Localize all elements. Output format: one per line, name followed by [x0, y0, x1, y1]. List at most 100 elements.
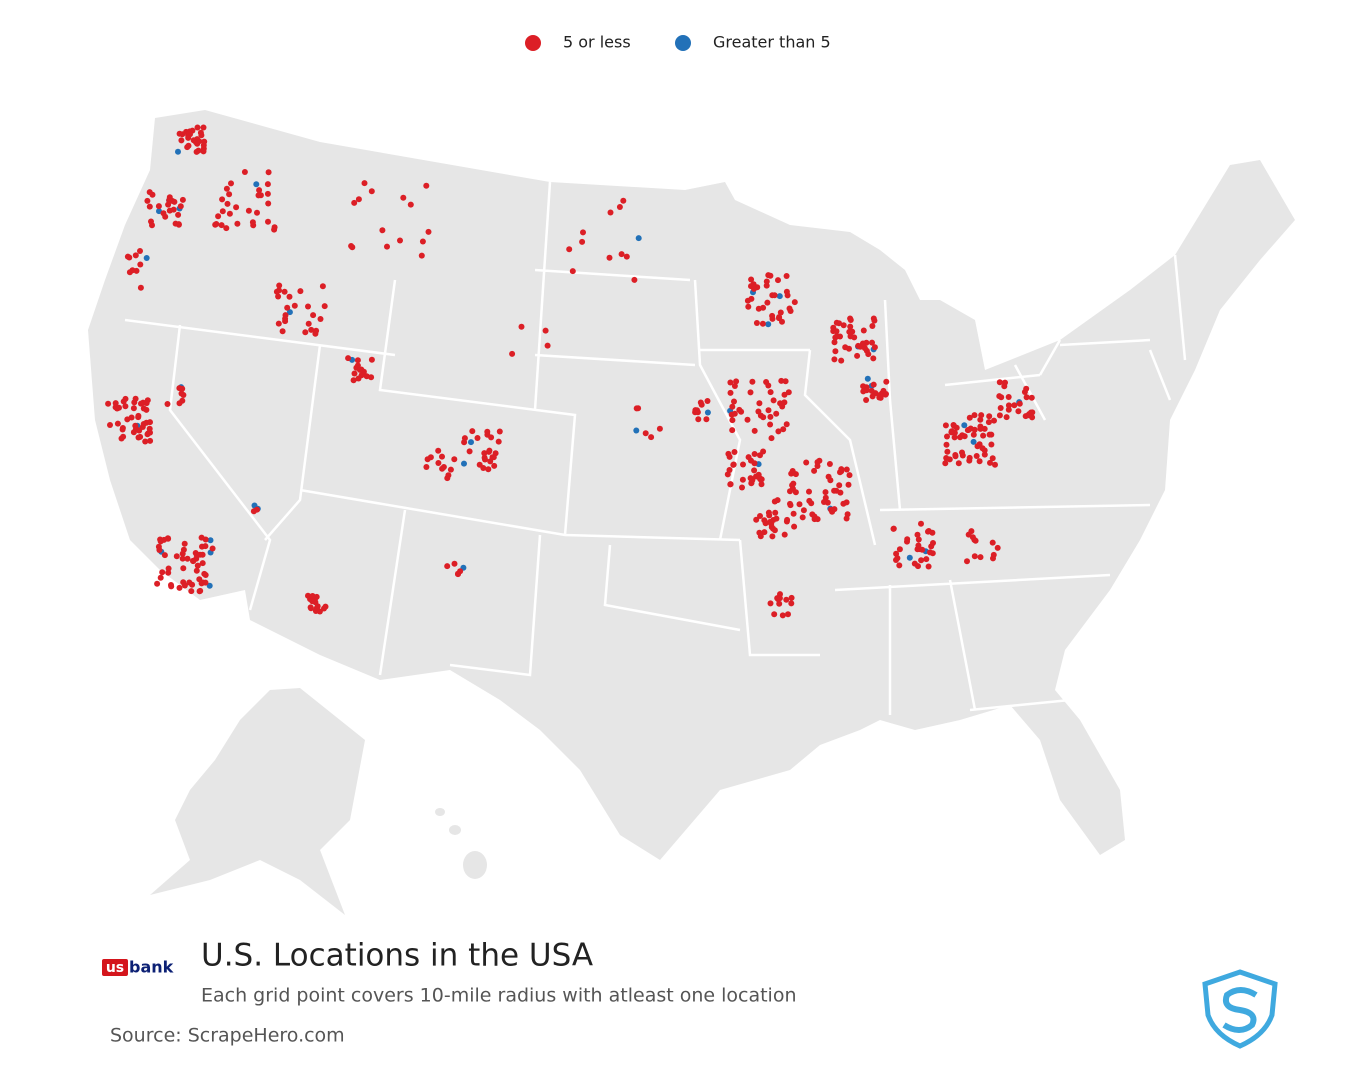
- location-dot: [942, 460, 949, 467]
- location-dot: [253, 181, 260, 188]
- location-dot: [317, 316, 324, 322]
- location-dot: [843, 515, 850, 522]
- location-dot: [209, 545, 216, 552]
- location-dot: [131, 399, 138, 406]
- location-dot: [703, 416, 710, 423]
- location-dot: [971, 553, 978, 560]
- location-dot: [218, 222, 225, 229]
- location-dot: [226, 210, 233, 217]
- location-dot: [202, 579, 209, 586]
- location-dot: [989, 455, 996, 462]
- legend-swatch: [525, 35, 541, 51]
- location-dot: [869, 393, 876, 400]
- location-dot: [418, 252, 425, 259]
- location-dot: [461, 439, 468, 446]
- location-dot: [948, 428, 955, 435]
- location-dot: [176, 130, 183, 137]
- location-dot: [883, 391, 889, 397]
- location-dot: [773, 515, 780, 522]
- location-dot: [986, 413, 993, 420]
- location-dot: [747, 475, 754, 482]
- location-dot: [918, 557, 925, 564]
- location-dot: [1015, 408, 1022, 415]
- location-dot: [870, 381, 877, 388]
- location-dot: [435, 460, 442, 466]
- location-dot: [966, 414, 973, 421]
- location-dot: [623, 253, 630, 260]
- location-dot: [631, 276, 638, 283]
- location-dot: [114, 420, 121, 427]
- location-dot: [354, 357, 361, 364]
- location-dot: [757, 533, 764, 540]
- location-dot: [965, 426, 972, 433]
- location-dot: [762, 520, 769, 527]
- location-dot: [146, 425, 153, 432]
- us-map: [88, 110, 1295, 915]
- logo-box: [102, 959, 128, 976]
- location-dot: [959, 449, 965, 456]
- location-dot: [760, 304, 767, 311]
- location-dot: [765, 407, 772, 414]
- location-dot: [642, 430, 649, 437]
- location-dot: [223, 185, 230, 192]
- location-dot: [447, 466, 454, 473]
- location-dot: [791, 523, 798, 530]
- location-dot: [485, 466, 492, 473]
- location-dot: [792, 489, 799, 496]
- location-dot: [996, 379, 1003, 386]
- location-dot: [345, 355, 352, 362]
- location-dot: [275, 293, 282, 300]
- location-dot: [226, 191, 233, 198]
- location-dot: [308, 326, 315, 333]
- location-dot: [580, 229, 586, 236]
- location-dot: [466, 448, 473, 455]
- location-dot: [860, 388, 867, 395]
- location-dot: [840, 322, 847, 329]
- location-dot: [727, 389, 734, 396]
- location-dot: [355, 196, 362, 203]
- location-dot: [763, 379, 770, 385]
- location-dot: [977, 416, 984, 423]
- location-dot: [297, 288, 304, 295]
- location-dot: [481, 450, 488, 457]
- location-dot: [173, 553, 180, 560]
- location-dot: [282, 312, 289, 319]
- location-dot: [419, 238, 426, 245]
- location-dot: [944, 433, 950, 440]
- location-dot: [348, 243, 355, 249]
- location-dot: [351, 370, 358, 377]
- location-dot: [312, 330, 319, 337]
- location-dot: [799, 514, 806, 521]
- location-dot: [286, 309, 293, 316]
- location-dot: [135, 434, 142, 441]
- location-dot: [284, 304, 291, 311]
- location-dot: [747, 389, 754, 396]
- location-dot: [985, 419, 992, 426]
- location-dot: [951, 434, 958, 441]
- location-dot: [989, 539, 996, 546]
- location-dot: [607, 209, 614, 216]
- location-dot: [923, 556, 930, 563]
- location-dot: [990, 551, 997, 558]
- location-dot: [219, 196, 226, 203]
- location-dot: [142, 438, 149, 445]
- location-dot: [964, 558, 970, 565]
- location-dot: [970, 431, 977, 438]
- location-dot: [789, 468, 796, 474]
- location-dot: [198, 132, 205, 139]
- location-dot: [769, 533, 776, 540]
- location-dot: [361, 180, 368, 187]
- location-dot: [694, 409, 701, 416]
- location-dot: [276, 282, 283, 289]
- location-dot: [199, 551, 206, 558]
- location-dot: [179, 555, 186, 562]
- location-dot: [729, 427, 736, 434]
- location-dot: [276, 287, 282, 294]
- location-dot: [213, 221, 220, 227]
- location-dot: [757, 412, 764, 419]
- location-dot: [771, 611, 778, 618]
- location-dot: [488, 434, 495, 441]
- location-dot: [787, 502, 794, 509]
- location-dot: [368, 188, 375, 195]
